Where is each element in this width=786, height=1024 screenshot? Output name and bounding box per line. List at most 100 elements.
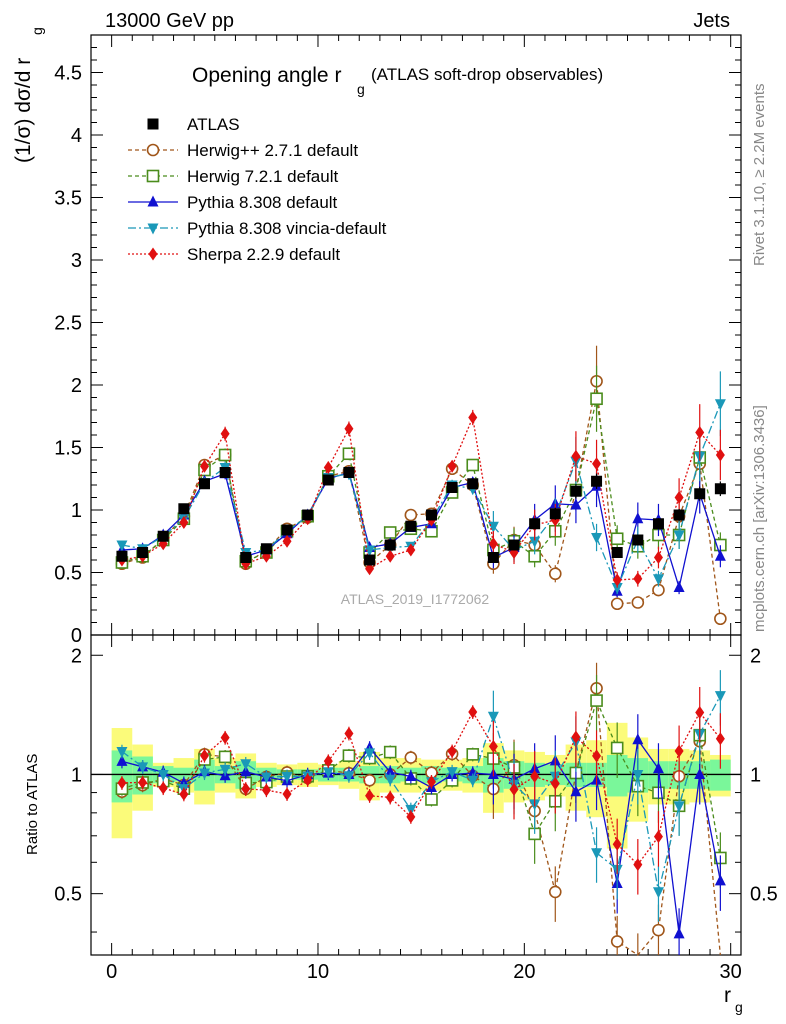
y-tick-label: 0.5 <box>54 563 82 585</box>
legend-marker-pythia-8-308-default <box>147 195 159 207</box>
chart-title-suffix: (ATLAS soft-drop observables) <box>371 65 603 84</box>
sherpa-2-2-9-default-point <box>674 491 684 504</box>
y-tick-label: 1.5 <box>54 438 82 460</box>
sherpa-2-2-9-default-ratio-point <box>385 790 395 804</box>
ratio-panel-frame <box>90 634 742 956</box>
pythia-8-308-default-ratio-point <box>467 766 479 778</box>
sherpa-2-2-9-default-ratio-point <box>633 858 643 872</box>
sherpa-2-2-9-default-point <box>592 457 602 471</box>
pythia-8-308-vincia-default-ratio-point <box>116 746 128 758</box>
sherpa-2-2-9-default-ratio-point <box>426 775 436 789</box>
atlas-data-point <box>281 524 293 536</box>
herwig-7-2-1-default-point <box>383 526 397 539</box>
sherpa-2-2-9-default-ratio-point <box>199 749 209 763</box>
herwig-2-7-1-default-line <box>121 381 722 619</box>
pythia-8-308-default-ratio-line <box>121 738 722 934</box>
pythia-8-308-vincia-default-point <box>529 536 541 548</box>
sherpa-2-2-9-default-ratio-point <box>468 705 478 719</box>
sherpa-2-2-9-default-ratio-point <box>241 782 251 796</box>
ratio-tick-label: 0.5 <box>54 884 82 906</box>
atlas-data-point <box>425 509 437 521</box>
legend-marker-atlas <box>147 118 159 130</box>
pythia-8-308-vincia-default-ratio-point <box>322 767 334 779</box>
pythia-8-308-vincia-default-point <box>611 583 623 594</box>
herwig-2-7-1-default-ratio-point <box>548 885 562 899</box>
ratio-tick-label-right: 0.5 <box>750 884 778 906</box>
atlas-data-point <box>673 509 685 521</box>
herwig-2-7-1-default-point <box>714 612 727 626</box>
herwig-7-2-1-default-ratio-line <box>121 698 722 859</box>
herwig-2-7-1-default-point <box>610 597 624 611</box>
legend-marker-herwig-7-2-1-default <box>146 169 160 183</box>
pythia-8-308-vincia-default-point <box>673 530 685 542</box>
y-tick-label: 3.5 <box>54 188 82 210</box>
atlas-data-point <box>322 474 334 486</box>
atlas-data-point <box>591 475 603 487</box>
sherpa-2-2-9-default-ratio-point <box>550 777 560 791</box>
pythia-8-308-vincia-default-ratio-point <box>591 848 603 860</box>
herwig-7-2-1-default-ratio-point <box>466 748 480 761</box>
herwig-2-7-1-default-ratio-point <box>652 923 665 937</box>
sherpa-2-2-9-default-ratio-point <box>695 706 705 720</box>
ratio-axis-label: Ratio to ATLAS <box>24 754 41 855</box>
herwig-7-2-1-default-point <box>466 458 480 472</box>
sherpa-2-2-9-default-ratio-point <box>220 731 230 745</box>
pythia-8-308-vincia-default-ratio-point <box>198 768 210 780</box>
pythia-8-308-vincia-default-ratio-point <box>467 775 479 787</box>
x-tick-label: 0 <box>106 961 117 983</box>
sherpa-2-2-9-default-ratio-point <box>138 775 148 789</box>
legend-label-atlas: ATLAS <box>187 115 240 134</box>
x-axis-label-main: r <box>724 984 731 1007</box>
ratio-panel-series <box>115 662 727 956</box>
atlas-data-point <box>384 539 396 551</box>
chart-title-sub: g <box>357 81 365 97</box>
sherpa-2-2-9-default-ratio-point <box>282 787 292 801</box>
sherpa-2-2-9-default-ratio-point <box>117 776 127 790</box>
mcplots-label: mcplots.cern.ch [arXiv:1306.3436] <box>751 405 768 632</box>
pythia-8-308-vincia-default-ratio-line <box>121 695 721 892</box>
pythia-8-308-vincia-default-point <box>714 399 726 411</box>
sherpa-2-2-9-default-point <box>488 537 498 551</box>
sherpa-2-2-9-default-ratio-point <box>612 837 622 851</box>
atlas-data-point <box>240 552 252 563</box>
legend-marker-sherpa-2-2-9-default <box>148 247 158 261</box>
herwig-7-2-1-default-ratio-point <box>342 749 356 762</box>
sherpa-2-2-9-default-ratio-point <box>406 810 416 824</box>
pythia-8-308-vincia-default-ratio-point <box>364 748 376 760</box>
sherpa-2-2-9-default-point <box>633 572 643 586</box>
pythia-8-308-default-ratio-point <box>694 767 706 779</box>
pythia-8-308-vincia-default-ratio-point <box>446 767 458 779</box>
sherpa-2-2-9-default-ratio-point <box>158 781 168 795</box>
pythia-8-308-default-point <box>714 549 726 561</box>
pythia-8-308-default-point <box>673 581 685 592</box>
x-tick-label: 10 <box>307 961 329 983</box>
atlas-data-point <box>198 478 210 490</box>
sherpa-2-2-9-default-point <box>447 459 457 473</box>
pythia-8-308-default-ratio-point <box>714 874 726 886</box>
herwig-7-2-1-default-ratio-point <box>383 745 397 759</box>
sherpa-2-2-9-default-point <box>220 427 230 441</box>
atlas-data-point <box>364 554 376 566</box>
pythia-8-308-default-ratio-point <box>632 733 644 745</box>
atlas-data-point <box>487 552 499 563</box>
sherpa-2-2-9-default-line <box>121 415 721 581</box>
main-panel-series <box>115 345 727 626</box>
sherpa-2-2-9-default-point <box>715 448 725 462</box>
atlas-data-point <box>467 478 479 490</box>
header-jets-label: Jets <box>693 10 730 32</box>
sherpa-2-2-9-default-ratio-point <box>344 726 354 740</box>
legend-label-herwig-2-7-1-default: Herwig++ 2.7.1 default <box>187 141 358 160</box>
pythia-8-308-default-point <box>632 512 644 524</box>
pythia-8-308-vincia-default-ratio-point <box>137 762 149 774</box>
pythia-8-308-default-ratio-point <box>384 765 396 777</box>
y-axis-label-main: (1/σ) dσ/d r <box>12 58 35 163</box>
sherpa-2-2-9-default-point <box>406 543 416 557</box>
atlas-data-point <box>508 539 520 551</box>
herwig-7-2-1-default-point <box>342 447 356 461</box>
pythia-8-308-vincia-default-point <box>652 574 664 586</box>
atlas-data-point <box>302 509 314 521</box>
atlas-data-point <box>260 543 272 555</box>
ratio-tick-label: 1 <box>71 764 82 786</box>
atlas-data-point <box>446 482 458 493</box>
herwig-7-2-1-default-point <box>610 532 624 546</box>
